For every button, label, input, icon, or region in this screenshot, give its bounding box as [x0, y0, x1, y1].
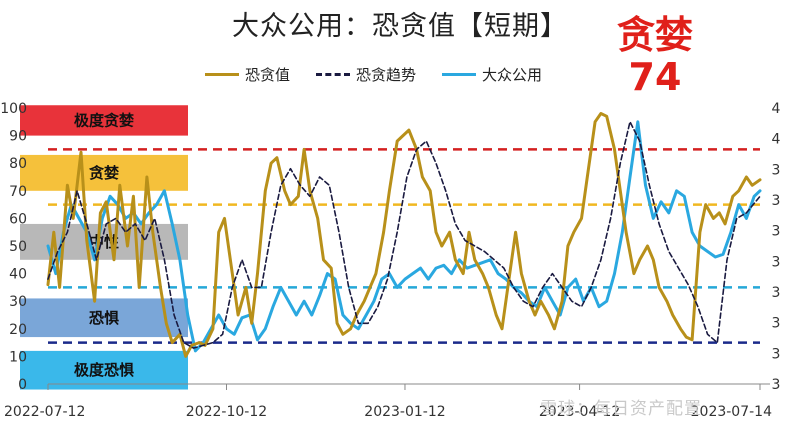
legend-label-fear-greed: 恐贪值 [245, 66, 291, 84]
y-left-tick-0: 0 [18, 377, 27, 393]
legend-label-price: 大众公用 [482, 66, 543, 84]
x-tick-label-3: 2023-04-12 [539, 404, 620, 420]
legend-item-fear-greed: 恐贪值 [205, 64, 290, 85]
y-right-tick-1: 4 [772, 132, 781, 148]
zone-label-1: 贪婪 [89, 164, 119, 182]
series-line-2 [46, 120, 762, 353]
zone-label-4: 极度恐惧 [74, 361, 134, 379]
legend-swatch-fear-greed [205, 73, 239, 76]
x-tick-label-4: 2023-07-14 [691, 404, 772, 420]
y-right-tick-0: 4 [772, 101, 781, 117]
series-line-0 [46, 112, 762, 358]
x-tick-label-2: 2023-01-12 [364, 404, 445, 420]
legend-swatch-price [442, 73, 477, 76]
zone-box-1 [20, 154, 188, 191]
y-left-tick-7: 70 [9, 184, 27, 200]
legend-label-trend: 恐贪趋势 [356, 66, 417, 84]
y-left-tick-10: 100 [0, 101, 27, 117]
legend-swatch-trend [316, 73, 351, 76]
sentiment-value: 74 [628, 55, 682, 99]
x-tick-label-0: 2022-07-12 [4, 404, 85, 420]
sentiment-label: 贪婪 [616, 13, 693, 57]
zone-box-4 [20, 350, 188, 390]
y-left-tick-2: 20 [9, 322, 27, 338]
chart-title: 大众公用：恐贪值【短期】 [232, 11, 568, 42]
y-left-tick-4: 40 [9, 267, 27, 283]
y-right-tick-8: 3 [772, 346, 781, 362]
sentiment-annotation: 贪婪 74 [590, 14, 720, 98]
zone-label-3: 恐惧 [89, 309, 119, 327]
y-left-tick-1: 10 [9, 349, 27, 365]
y-right-tick-5: 3 [772, 254, 781, 270]
y-right-tick-7: 3 [772, 316, 781, 332]
zone-box-0 [20, 105, 188, 136]
x-tick-label-1: 2022-10-12 [186, 404, 267, 420]
y-left-tick-6: 60 [9, 211, 27, 227]
y-right-tick-3: 3 [772, 193, 781, 209]
y-right-tick-6: 3 [772, 285, 781, 301]
legend: 恐贪值 恐贪趋势 大众公用 [205, 64, 542, 85]
legend-item-price: 大众公用 [442, 64, 542, 85]
zone-label-0: 极度贪婪 [74, 111, 134, 129]
y-left-tick-9: 90 [9, 129, 27, 145]
y-right-tick-2: 3 [772, 162, 781, 178]
series-line-1 [47, 121, 761, 349]
legend-item-trend: 恐贪趋势 [316, 64, 416, 85]
watermark-text: 雪球：每日资产配置 [540, 399, 702, 419]
y-left-tick-5: 50 [9, 239, 27, 255]
y-left-tick-3: 30 [9, 294, 27, 310]
zone-box-3 [20, 298, 188, 338]
y-right-tick-9: 3 [772, 377, 781, 393]
y-left-tick-8: 80 [9, 156, 27, 172]
y-right-tick-4: 3 [772, 224, 781, 240]
